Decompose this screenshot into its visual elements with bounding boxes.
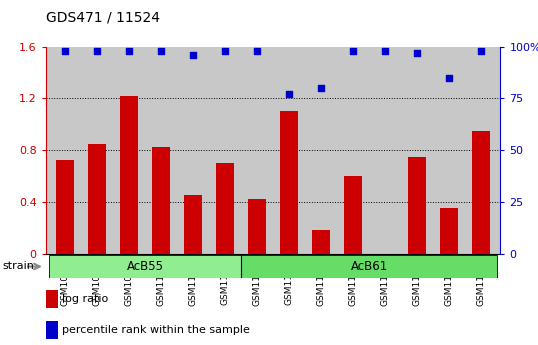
Bar xyxy=(152,148,170,254)
Point xyxy=(253,48,261,53)
Text: log ratio: log ratio xyxy=(62,294,108,304)
Bar xyxy=(312,230,330,254)
Text: percentile rank within the sample: percentile rank within the sample xyxy=(62,325,250,335)
Point xyxy=(285,91,293,97)
Bar xyxy=(184,195,202,254)
Bar xyxy=(49,255,241,278)
Text: GDS471 / 11524: GDS471 / 11524 xyxy=(46,10,160,24)
Point xyxy=(61,48,69,53)
Point xyxy=(157,48,165,53)
Bar xyxy=(472,131,490,254)
Bar xyxy=(344,176,362,254)
Point xyxy=(93,48,101,53)
Bar xyxy=(408,157,426,254)
Bar xyxy=(120,96,138,254)
Text: AcB55: AcB55 xyxy=(126,260,164,273)
Bar xyxy=(280,111,298,254)
Point xyxy=(445,75,454,80)
Point xyxy=(317,85,325,91)
Bar xyxy=(46,322,58,339)
Text: strain: strain xyxy=(3,262,34,271)
Point xyxy=(413,50,421,56)
Bar xyxy=(241,255,497,278)
Bar xyxy=(440,208,458,254)
Bar xyxy=(46,290,58,308)
Bar xyxy=(216,163,234,254)
Point xyxy=(221,48,229,53)
Point xyxy=(125,48,133,53)
Bar xyxy=(56,160,74,254)
Point xyxy=(477,48,485,53)
Point xyxy=(189,52,197,58)
Bar xyxy=(88,144,106,254)
Point xyxy=(349,48,357,53)
Text: AcB61: AcB61 xyxy=(350,260,388,273)
Bar xyxy=(248,199,266,254)
Point xyxy=(381,48,390,53)
